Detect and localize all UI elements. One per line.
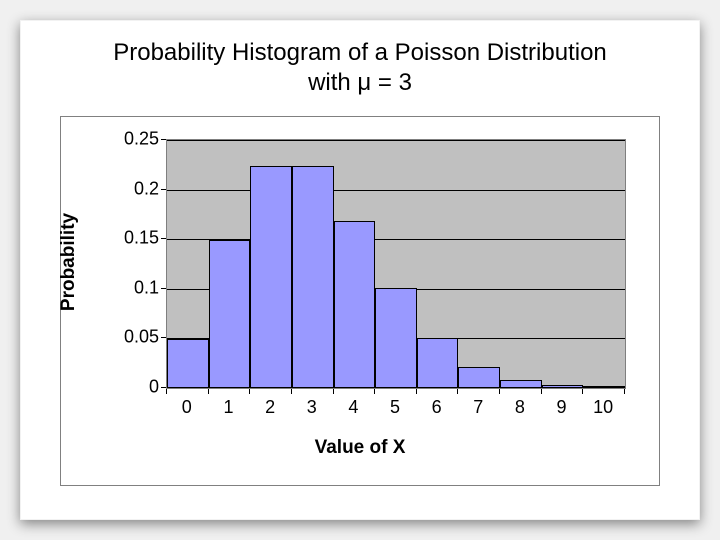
x-tick-label: 4 (338, 397, 368, 418)
x-tick-mark (457, 389, 458, 394)
plot-area (166, 139, 626, 389)
y-tick-mark (161, 337, 166, 338)
bar (375, 288, 417, 388)
title-line-2: with μ = 3 (308, 69, 412, 96)
y-tick-mark (161, 288, 166, 289)
chart-frame: Probability Value of X 0 0.05 0.1 0.15 0.2 0.… (60, 116, 660, 486)
y-tick-mark (161, 238, 166, 239)
x-tick-mark (333, 389, 334, 394)
slide-title: Probability Histogram of a Poisson Distr… (34, 38, 686, 98)
y-tick-label: 0.15 (109, 228, 159, 249)
x-tick-mark (208, 389, 209, 394)
y-tick-label: 0.2 (109, 178, 159, 199)
bar (209, 240, 251, 388)
y-tick-label: 0 (109, 377, 159, 398)
x-tick-mark (374, 389, 375, 394)
bar (542, 385, 584, 388)
bar (167, 339, 209, 388)
bar (500, 380, 542, 388)
bar (334, 221, 376, 388)
x-tick-label: 10 (588, 397, 618, 418)
y-axis-title: Probability (58, 213, 80, 311)
bar (417, 338, 459, 388)
y-tick-label: 0.05 (109, 327, 159, 348)
y-tick-label: 0.25 (109, 129, 159, 150)
x-tick-label: 3 (297, 397, 327, 418)
gridline (167, 190, 625, 191)
x-tick-mark (249, 389, 250, 394)
x-tick-mark (416, 389, 417, 394)
x-tick-mark (541, 389, 542, 394)
bar (458, 367, 500, 388)
title-line-1: Probability Histogram of a Poisson Distr… (113, 39, 607, 66)
gridline (167, 140, 625, 141)
x-tick-label: 1 (213, 397, 243, 418)
x-tick-label: 6 (422, 397, 452, 418)
bar (250, 166, 292, 388)
x-tick-label: 2 (255, 397, 285, 418)
x-tick-mark (624, 389, 625, 394)
x-tick-mark (582, 389, 583, 394)
x-tick-label: 0 (172, 397, 202, 418)
slide-card: Probability Histogram of a Poisson Distr… (20, 20, 700, 520)
x-tick-mark (166, 389, 167, 394)
x-tick-mark (291, 389, 292, 394)
x-tick-label: 5 (380, 397, 410, 418)
x-tick-mark (499, 389, 500, 394)
x-axis-title: Value of X (61, 437, 659, 459)
bar (292, 166, 334, 388)
y-tick-mark (161, 189, 166, 190)
y-tick-mark (161, 387, 166, 388)
bar (583, 386, 625, 388)
y-tick-mark (161, 139, 166, 140)
x-tick-label: 7 (463, 397, 493, 418)
x-tick-label: 8 (505, 397, 535, 418)
x-tick-label: 9 (547, 397, 577, 418)
y-tick-label: 0.1 (109, 277, 159, 298)
